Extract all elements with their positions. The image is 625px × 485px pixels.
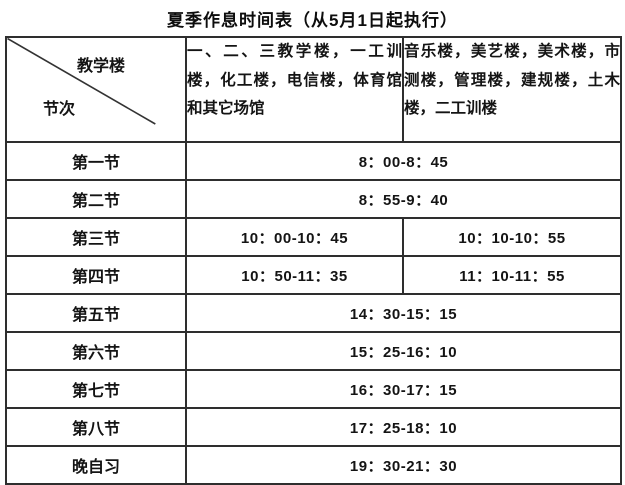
header-corner-cell: 教学楼 节次 xyxy=(5,36,187,143)
time-cell: 14：30-15：15 xyxy=(185,293,622,333)
period-label: 第一节 xyxy=(5,141,187,181)
period-label: 第六节 xyxy=(5,331,187,371)
table-row: 第七节 16：30-17：15 xyxy=(5,369,622,409)
period-label: 第四节 xyxy=(5,255,187,295)
diagonal-line xyxy=(8,39,156,125)
time-cell: 10：00-10：45 xyxy=(185,217,404,257)
time-cell: 19：30-21：30 xyxy=(185,445,622,485)
table-row: 第四节 10：50-11：35 11：10-11：55 xyxy=(5,255,622,295)
table-row: 第五节 14：30-15：15 xyxy=(5,293,622,333)
time-cell: 10：10-10：55 xyxy=(402,217,622,257)
period-label: 第八节 xyxy=(5,407,187,447)
time-cell: 17：25-18：10 xyxy=(185,407,622,447)
header-buildings-group-b: 音乐楼，美艺楼，美术楼，市测楼，管理楼，建规楼，土木楼，二工训楼 xyxy=(402,36,622,143)
table-row: 第六节 15：25-16：10 xyxy=(5,331,622,371)
header-row: 教学楼 节次 一、二、三教学楼，一工训楼，化工楼，电信楼，体育馆和其它场馆 音乐… xyxy=(5,36,622,143)
time-cell: 8：00-8：45 xyxy=(185,141,622,181)
summer-schedule-table: 教学楼 节次 一、二、三教学楼，一工训楼，化工楼，电信楼，体育馆和其它场馆 音乐… xyxy=(5,36,622,485)
table-row: 第三节 10：00-10：45 10：10-10：55 xyxy=(5,217,622,257)
time-cell: 15：25-16：10 xyxy=(185,331,622,371)
table-row: 第八节 17：25-18：10 xyxy=(5,407,622,447)
time-cell: 8：55-9：40 xyxy=(185,179,622,219)
time-cell: 16：30-17：15 xyxy=(185,369,622,409)
table-title: 夏季作息时间表（从5月1日起执行） xyxy=(167,11,458,30)
period-label: 第三节 xyxy=(5,217,187,257)
period-label: 第五节 xyxy=(5,293,187,333)
table-row: 第一节 8：00-8：45 xyxy=(5,141,622,181)
time-cell: 11：10-11：55 xyxy=(402,255,622,295)
time-cell: 10：50-11：35 xyxy=(185,255,404,295)
table-row: 第二节 8：55-9：40 xyxy=(5,179,622,219)
period-label: 第七节 xyxy=(5,369,187,409)
period-label: 第二节 xyxy=(5,179,187,219)
period-label: 晚自习 xyxy=(5,445,187,485)
table-row: 晚自习 19：30-21：30 xyxy=(5,445,622,485)
header-buildings-group-a: 一、二、三教学楼，一工训楼，化工楼，电信楼，体育馆和其它场馆 xyxy=(185,36,404,143)
corner-label-periods: 节次 xyxy=(43,101,76,118)
corner-label-buildings: 教学楼 xyxy=(77,58,126,75)
